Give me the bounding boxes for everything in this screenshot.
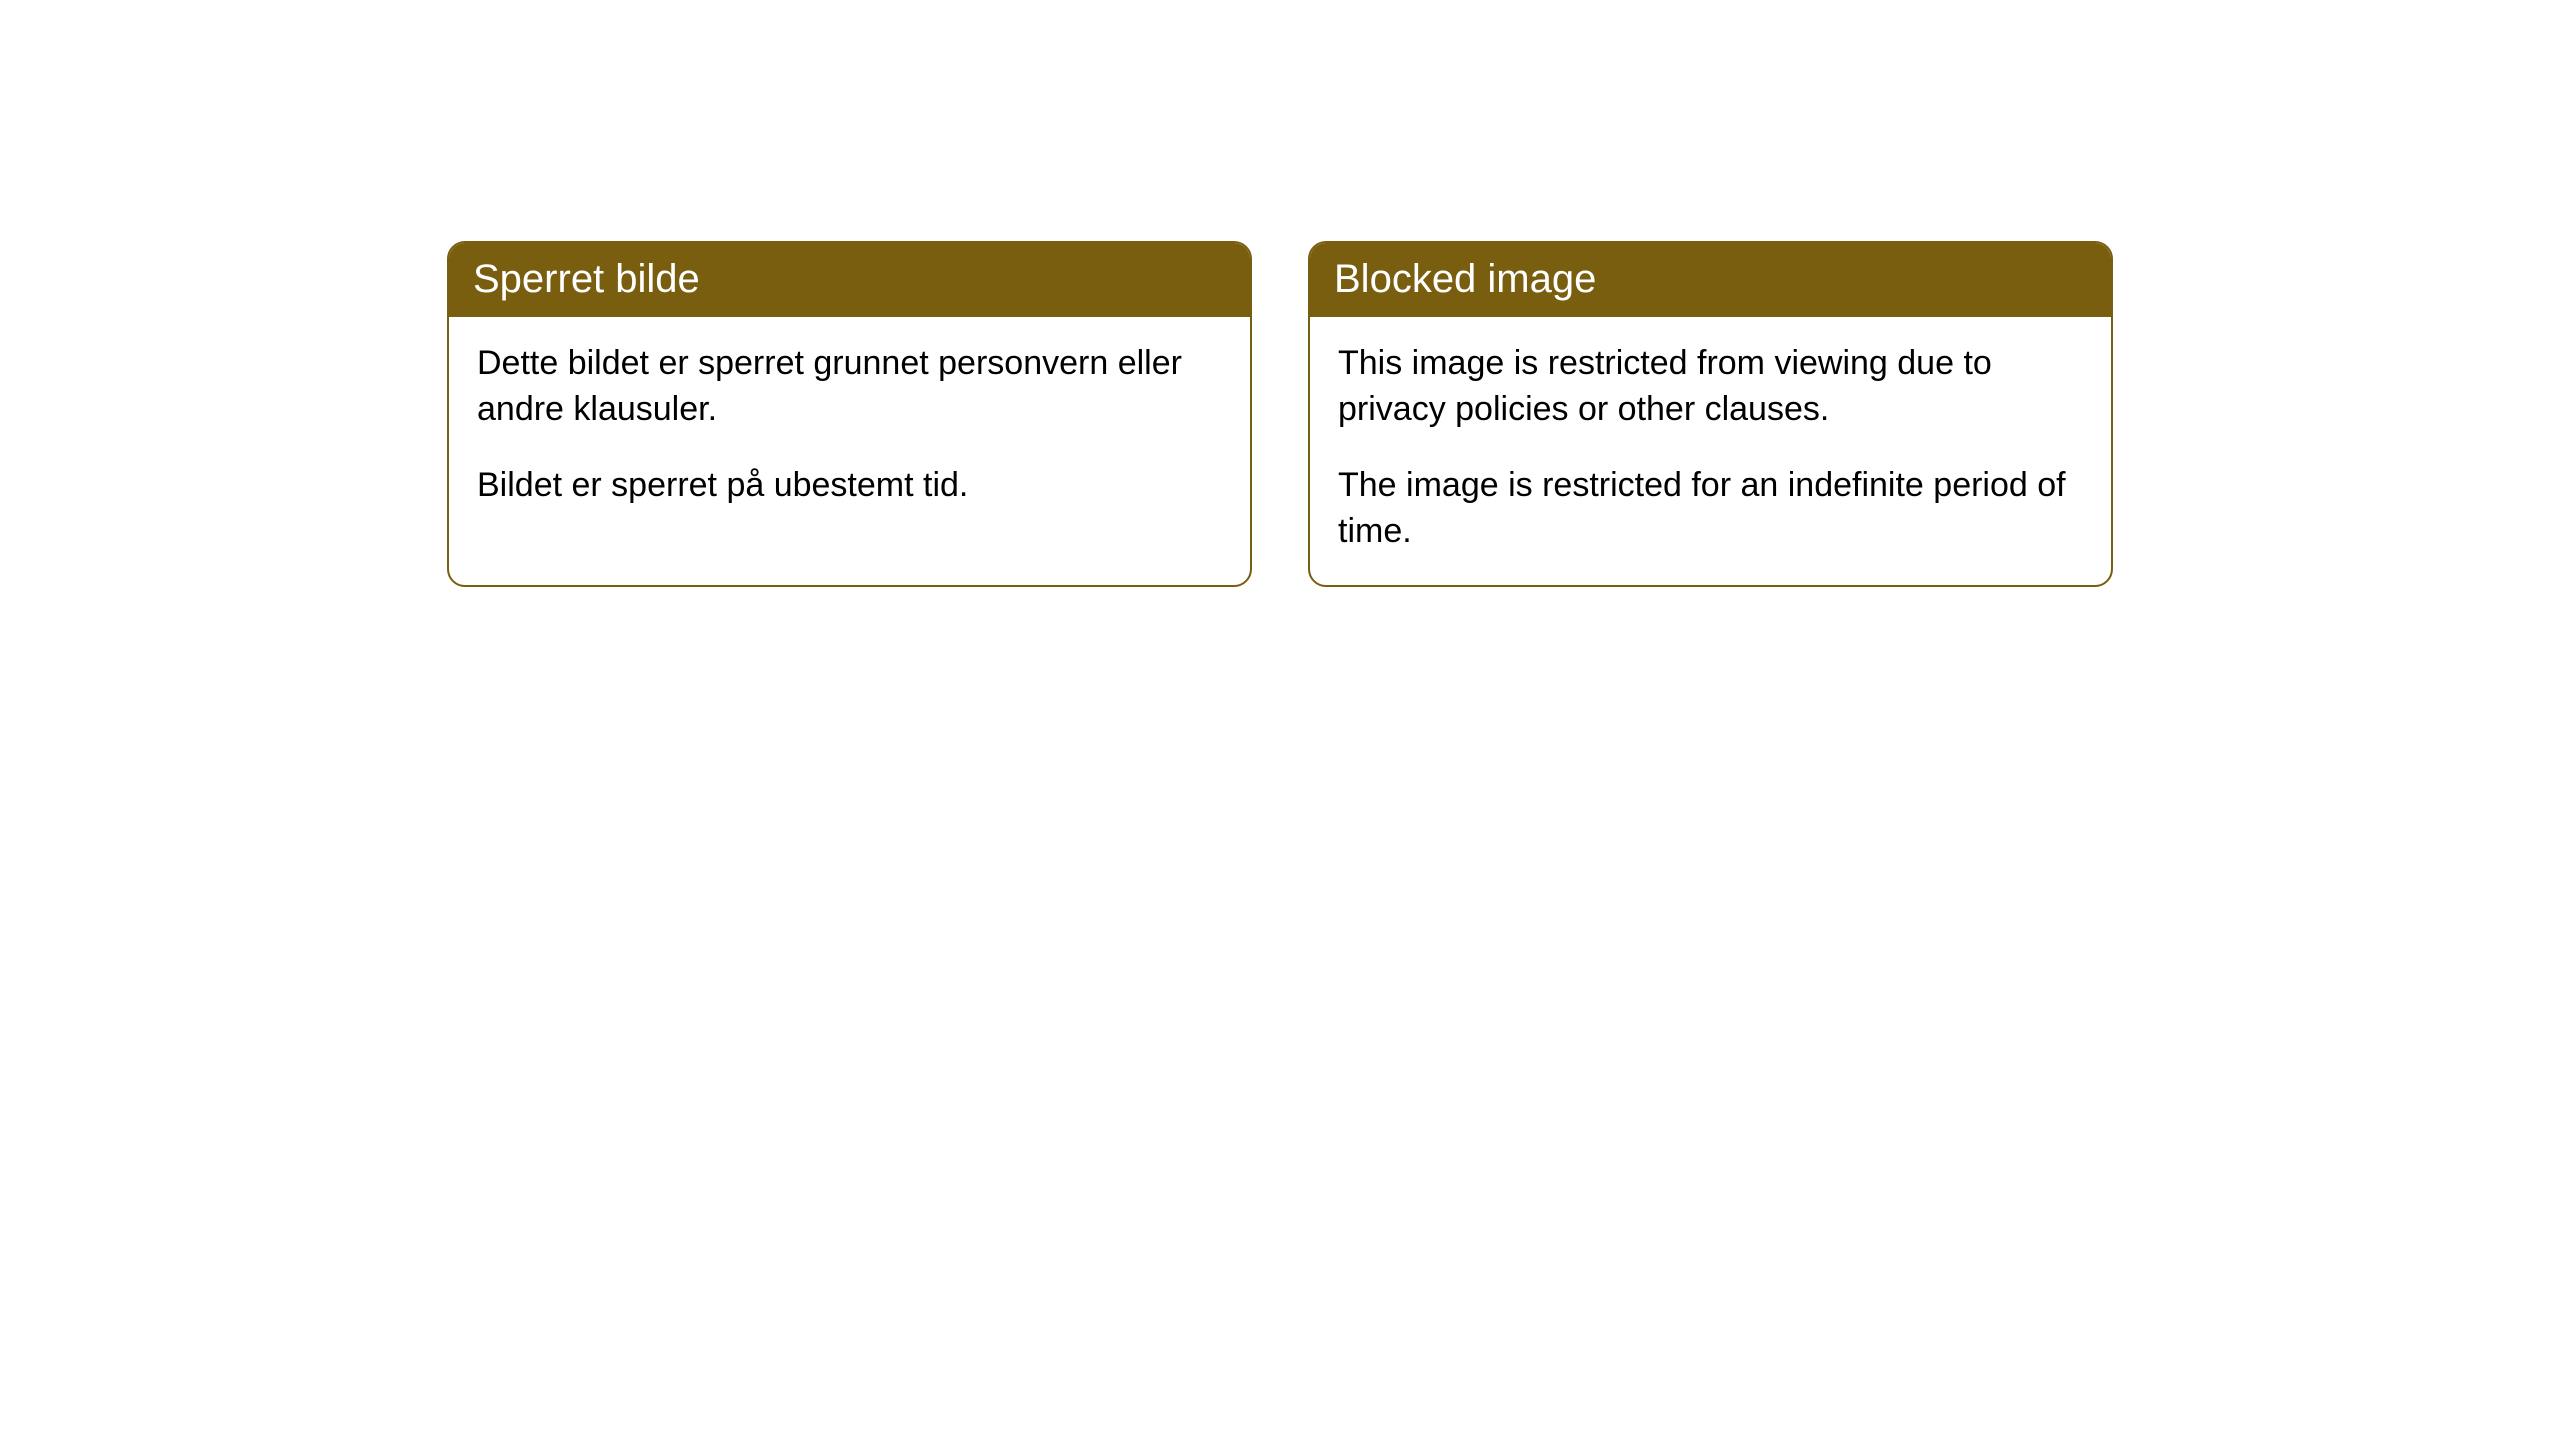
notice-cards-container: Sperret bilde Dette bildet er sperret gr… [0, 0, 2560, 587]
card-paragraph: The image is restricted for an indefinit… [1338, 463, 2083, 555]
blocked-image-card-norwegian: Sperret bilde Dette bildet er sperret gr… [447, 241, 1252, 587]
card-body: Dette bildet er sperret grunnet personve… [449, 317, 1250, 539]
card-title: Sperret bilde [449, 243, 1250, 317]
card-paragraph: This image is restricted from viewing du… [1338, 341, 2083, 433]
card-paragraph: Bildet er sperret på ubestemt tid. [477, 463, 1222, 509]
card-title: Blocked image [1310, 243, 2111, 317]
card-body: This image is restricted from viewing du… [1310, 317, 2111, 585]
card-paragraph: Dette bildet er sperret grunnet personve… [477, 341, 1222, 433]
blocked-image-card-english: Blocked image This image is restricted f… [1308, 241, 2113, 587]
